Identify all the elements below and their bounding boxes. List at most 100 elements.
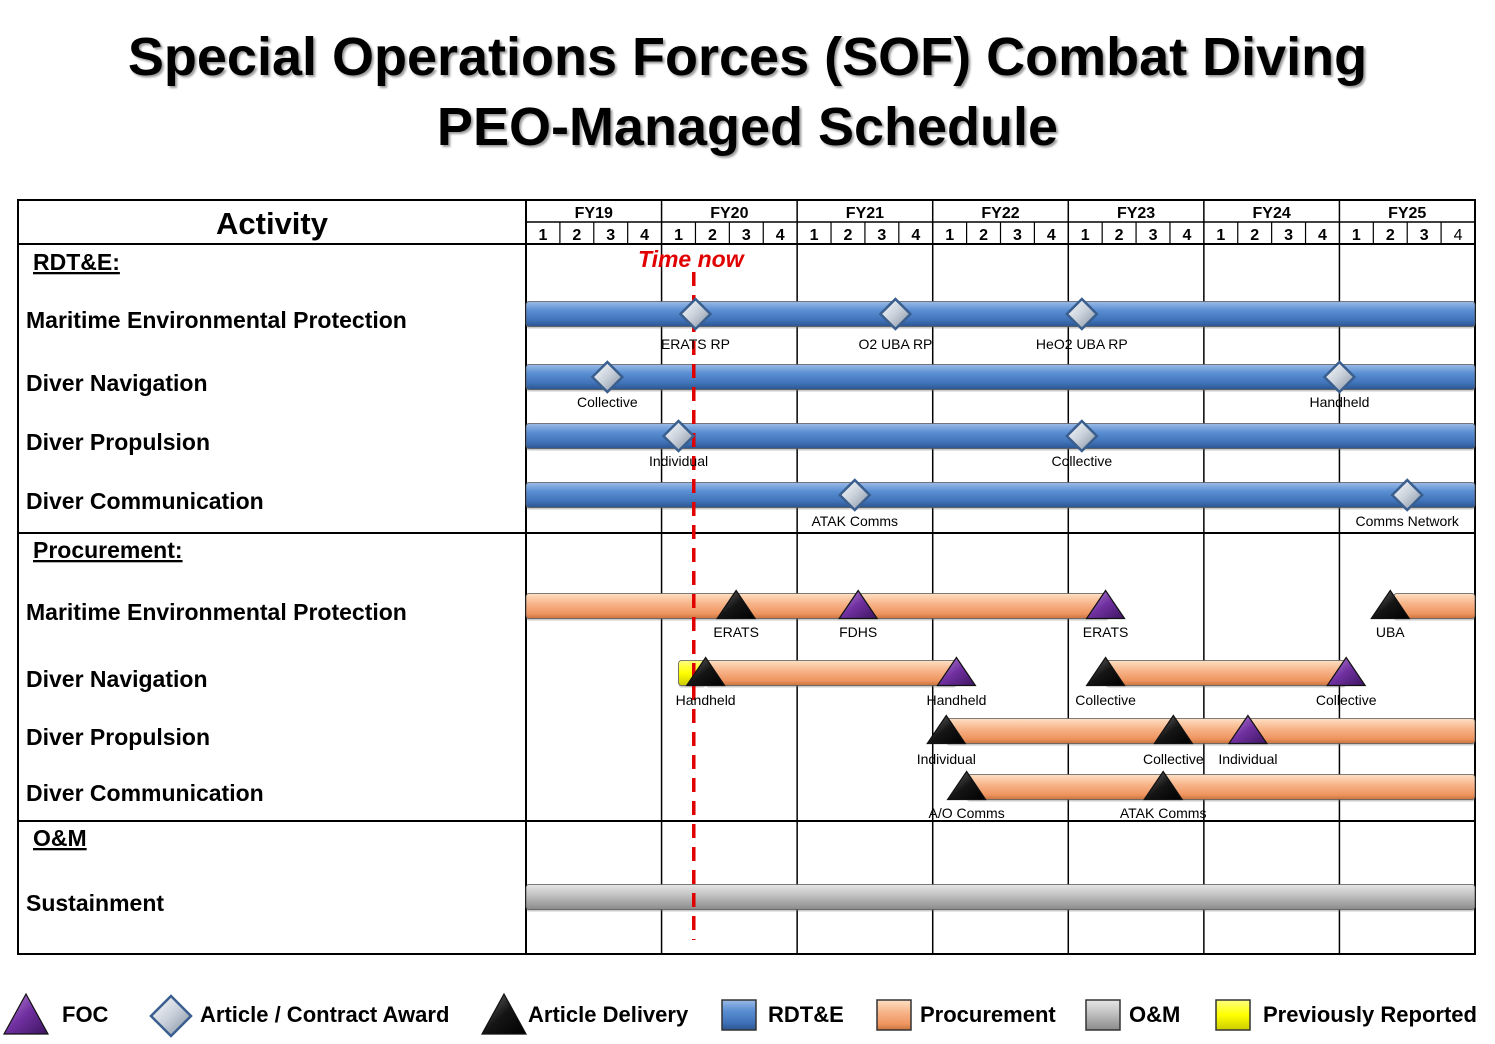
legend-label: FOC: [62, 1002, 109, 1027]
chart-title-line-2: PEO-Managed Schedule: [436, 97, 1059, 157]
milestone-label: ERATS: [1083, 624, 1129, 640]
award-milestone: [1065, 297, 1099, 331]
quarter-label: 1: [674, 227, 683, 244]
delivery-milestone: [946, 770, 987, 801]
legend: FOC Article / Contract Award Article Deliv…: [2, 992, 1477, 1038]
quarter-label: 2: [844, 227, 853, 244]
fiscal-year-label: FY23: [1117, 205, 1155, 222]
proc-bar: [525, 593, 1110, 619]
legend-foc-icon: [2, 992, 50, 1035]
legend-rdte-swatch: [721, 999, 757, 1031]
award-milestone: [1065, 419, 1099, 453]
milestone-label: HeO2 UBA RP: [1036, 336, 1128, 352]
activity-row-label: Diver Communication: [26, 488, 264, 514]
milestones: ERATS RP O2 UBA RP HeO2 UBA RP Collective Ha…: [577, 297, 1460, 821]
milestone-label: Collective: [1075, 692, 1136, 708]
rdte-bar: [525, 482, 1476, 508]
award-milestone: [590, 360, 625, 394]
delivery-milestone: [716, 589, 757, 620]
quarter-label: 4: [1318, 227, 1327, 244]
rdte-bar: [525, 364, 1476, 390]
quarter-label: 2: [979, 227, 988, 244]
milestone-label: ERATS: [713, 624, 759, 640]
award-milestone: [1390, 478, 1424, 512]
quarter-label: 1: [1352, 227, 1361, 244]
milestone-label: ERATS RP: [661, 336, 730, 352]
chart-frame: [17, 199, 1476, 955]
quarter-label: 4: [1047, 227, 1056, 244]
quarter-label: 3: [1149, 227, 1158, 244]
quarter-label: 2: [1115, 227, 1124, 244]
quarter-label: 3: [877, 227, 886, 244]
milestone-label: UBA: [1376, 624, 1405, 640]
award-milestone: [837, 478, 872, 512]
quarter-label: 2: [572, 227, 581, 244]
section-label: RDT&E:: [33, 249, 120, 275]
proc-bar: [1105, 660, 1347, 686]
fiscal-year-label: FY22: [981, 205, 1019, 222]
time-now-label: Time now: [638, 246, 746, 272]
fiscal-year-label: FY21: [846, 205, 884, 222]
milestone-label: O2 UBA RP: [858, 336, 932, 352]
milestone-label: Collective: [1051, 453, 1112, 469]
delivery-milestone: [685, 656, 726, 687]
legend-award-icon: [149, 994, 193, 1038]
quarter-label: 1: [1216, 227, 1225, 244]
legend-label: Article / Contract Award: [200, 1002, 449, 1027]
fiscal-year-label: FY24: [1253, 205, 1291, 222]
quarter-label: 3: [606, 227, 615, 244]
activity-row-label: Diver Navigation: [26, 666, 208, 692]
milestone-label: A/O Comms: [928, 805, 1004, 821]
delivery-milestone: [1085, 656, 1126, 687]
foc-milestone: [936, 656, 977, 687]
activity-row-label: Maritime Environmental Protection: [26, 599, 407, 625]
foc-milestone: [1085, 589, 1126, 620]
milestone-label: Handheld: [926, 692, 986, 708]
milestone-label: Individual: [1218, 751, 1277, 767]
milestone-label: FDHS: [839, 624, 877, 640]
delivery-milestone: [1153, 714, 1194, 745]
activity-row-label: Diver Propulsion: [26, 429, 210, 455]
proc-bar: [705, 660, 957, 686]
award-milestone: [1322, 360, 1357, 394]
grid: Activity FY19 1 2 3 4 FY20 1 2 3 4 FY21 1 2 3 4 FY22 1 2 3 4…: [17, 199, 1476, 955]
milestone-label: Collective: [1316, 692, 1377, 708]
milestone-label: Collective: [577, 394, 638, 410]
chart-title-line-1: Special Operations Forces (SOF) Combat D…: [127, 27, 1368, 87]
proc-bar: [945, 718, 1476, 744]
quarter-label: 1: [538, 227, 547, 244]
award-milestone: [661, 419, 696, 453]
legend-label: Article Delivery: [528, 1002, 689, 1027]
quarter-label: 2: [1386, 227, 1395, 244]
activity-row-label: Diver Propulsion: [26, 724, 210, 750]
legend-label: O&M: [1129, 1002, 1180, 1027]
activity-row-label: Maritime Environmental Protection: [26, 307, 407, 333]
milestone-label: Handheld: [1309, 394, 1369, 410]
activity-row-label: Diver Navigation: [26, 370, 208, 396]
award-milestone: [678, 297, 713, 331]
milestone-label: Handheld: [676, 692, 736, 708]
time-now: Time now: [638, 246, 746, 940]
quarter-label: 2: [1250, 227, 1259, 244]
om-bar: [525, 884, 1476, 910]
milestone-label: ATAK Comms: [811, 513, 898, 529]
legend-om-swatch: [1085, 999, 1121, 1031]
delivery-milestone: [926, 714, 967, 745]
proc-bar: [966, 774, 1476, 800]
milestone-label: ATAK Comms: [1120, 805, 1207, 821]
activity-row-label: Sustainment: [26, 890, 164, 916]
quarter-label: 4: [776, 227, 785, 244]
milestone-label: Collective: [1143, 751, 1204, 767]
award-milestone: [878, 297, 913, 331]
quarter-label: 4: [911, 227, 920, 244]
delivery-milestone: [1370, 589, 1411, 620]
chart-title: Special Operations Forces (SOF) Combat D…: [0, 22, 1495, 162]
foc-milestone: [1326, 656, 1367, 687]
foc-milestone: [838, 589, 879, 620]
quarter-label: 1: [945, 227, 954, 244]
activity-row-label: Diver Communication: [26, 780, 264, 806]
legend-label: Procurement: [920, 1002, 1056, 1027]
milestone-label: Comms Network: [1355, 513, 1459, 529]
rdte-bar: [525, 301, 1476, 327]
